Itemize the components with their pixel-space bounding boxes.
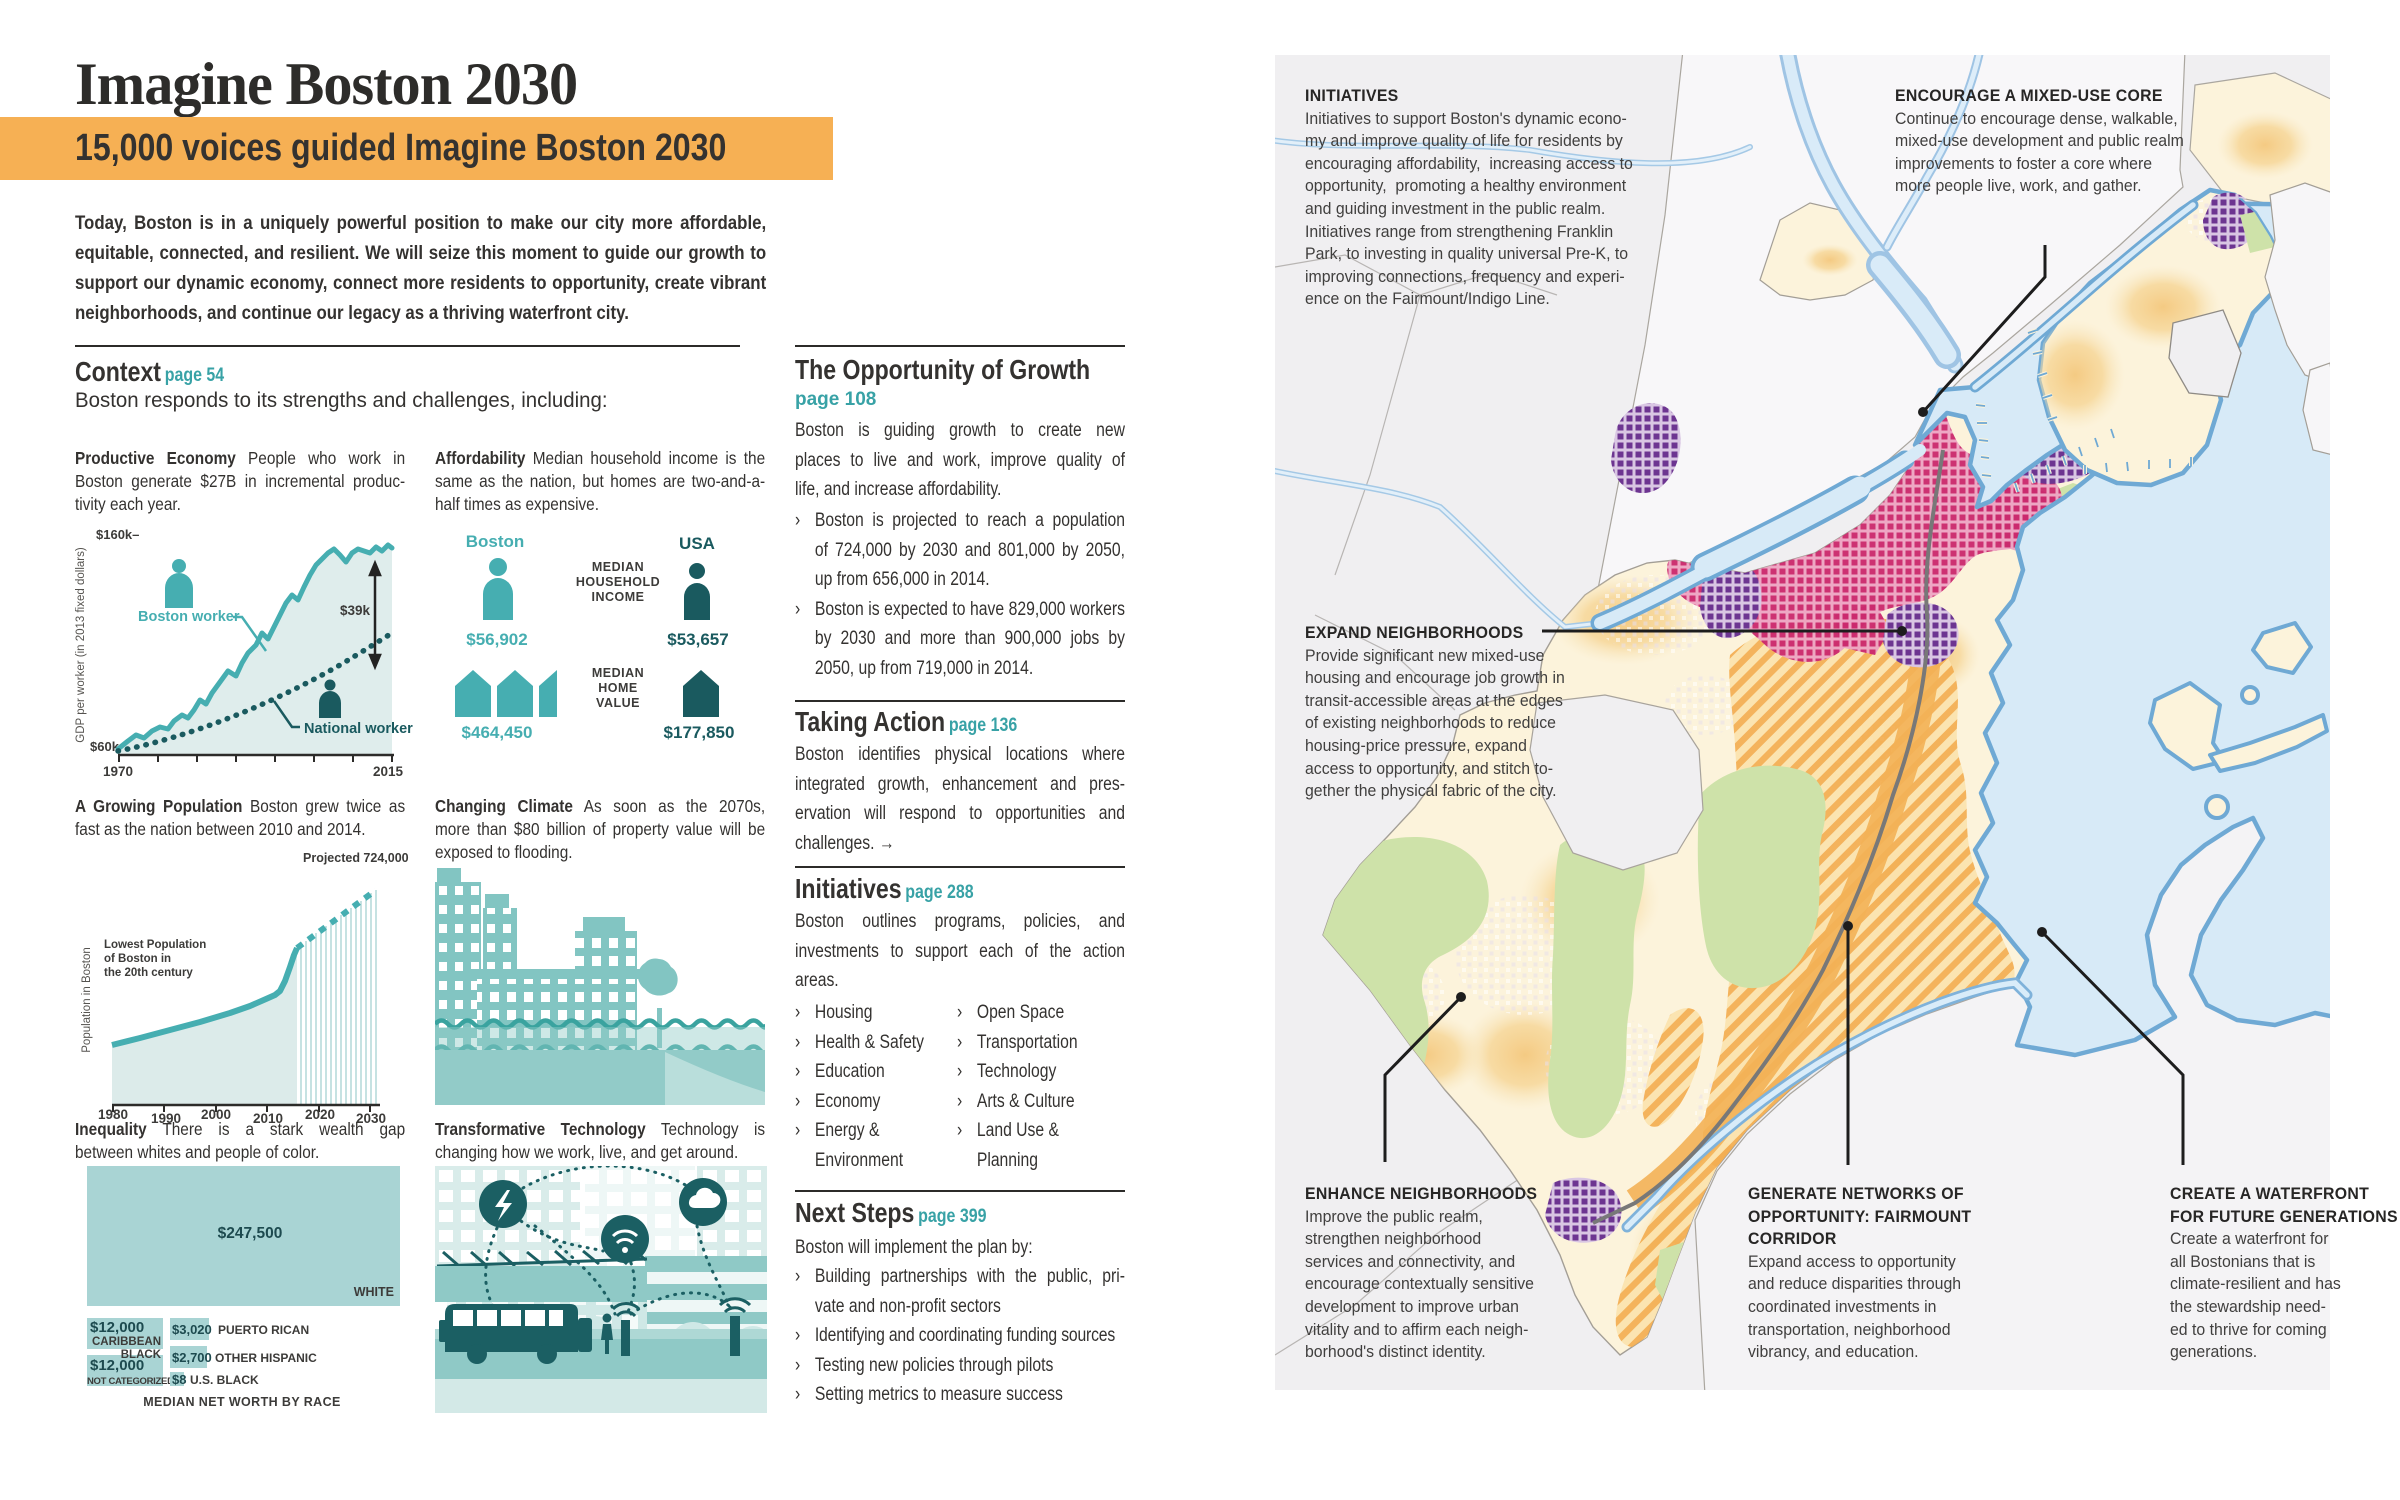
svg-text:$247,500: $247,500 <box>218 1225 283 1242</box>
svg-text:$464,450: $464,450 <box>462 723 533 742</box>
svg-text:VALUE: VALUE <box>596 696 640 710</box>
svg-text:National worker: National worker <box>304 721 413 737</box>
svg-text:$12,000: $12,000 <box>90 1357 144 1374</box>
svg-text:$53,657: $53,657 <box>667 630 728 649</box>
svg-text:1970: 1970 <box>103 764 133 779</box>
svg-text:$39k: $39k <box>340 603 371 618</box>
svg-text:the 20th century: the 20th century <box>104 967 193 979</box>
svg-text:MEDIAN NET WORTH BY RACE: MEDIAN NET WORTH BY RACE <box>143 1395 341 1409</box>
svg-text:HOME: HOME <box>598 681 638 695</box>
svg-text:1990: 1990 <box>151 1111 181 1125</box>
svg-text:2020: 2020 <box>305 1107 335 1122</box>
svg-text:Boston: Boston <box>466 532 525 551</box>
svg-text:U.S. BLACK: U.S. BLACK <box>190 1373 259 1387</box>
svg-text:Projected 724,000: Projected 724,000 <box>303 851 409 865</box>
svg-text:HOUSEHOLD: HOUSEHOLD <box>576 575 660 589</box>
svg-text:2010: 2010 <box>253 1111 283 1125</box>
svg-text:USA: USA <box>679 534 715 553</box>
svg-text:CARIBBEAN: CARIBBEAN <box>92 1336 161 1348</box>
svg-text:INCOME: INCOME <box>592 590 645 604</box>
svg-text:WHITE: WHITE <box>354 1285 394 1299</box>
svg-text:2015: 2015 <box>373 764 404 779</box>
svg-text:$2,700: $2,700 <box>172 1350 212 1365</box>
svg-text:PUERTO RICAN: PUERTO RICAN <box>218 1323 309 1337</box>
svg-text:Lowest Population: Lowest Population <box>104 939 206 951</box>
svg-text:Boston worker: Boston worker <box>138 609 240 625</box>
svg-text:2000: 2000 <box>201 1107 231 1122</box>
svg-text:$177,850: $177,850 <box>664 723 735 742</box>
svg-text:$12,000: $12,000 <box>90 1319 144 1336</box>
svg-text:OTHER HISPANIC: OTHER HISPANIC <box>215 1351 317 1365</box>
svg-text:BLACK: BLACK <box>121 1349 162 1361</box>
svg-text:MEDIAN: MEDIAN <box>592 666 644 680</box>
svg-text:$56,902: $56,902 <box>466 630 527 649</box>
svg-text:of Boston in: of Boston in <box>104 953 171 965</box>
svg-text:GDP per worker (in 2013 fixed: GDP per worker (in 2013 fixed dollars) <box>75 547 87 743</box>
svg-text:Population in Boston: Population in Boston <box>81 947 93 1053</box>
svg-text:NOT CATEGORIZED: NOT CATEGORIZED <box>87 1376 174 1387</box>
svg-text:$160k–: $160k– <box>96 527 139 542</box>
svg-text:MEDIAN: MEDIAN <box>592 560 644 574</box>
svg-text:1980: 1980 <box>98 1107 128 1122</box>
svg-text:$3,020: $3,020 <box>172 1322 212 1337</box>
svg-text:2030: 2030 <box>356 1111 386 1125</box>
svg-text:$8: $8 <box>172 1372 186 1387</box>
